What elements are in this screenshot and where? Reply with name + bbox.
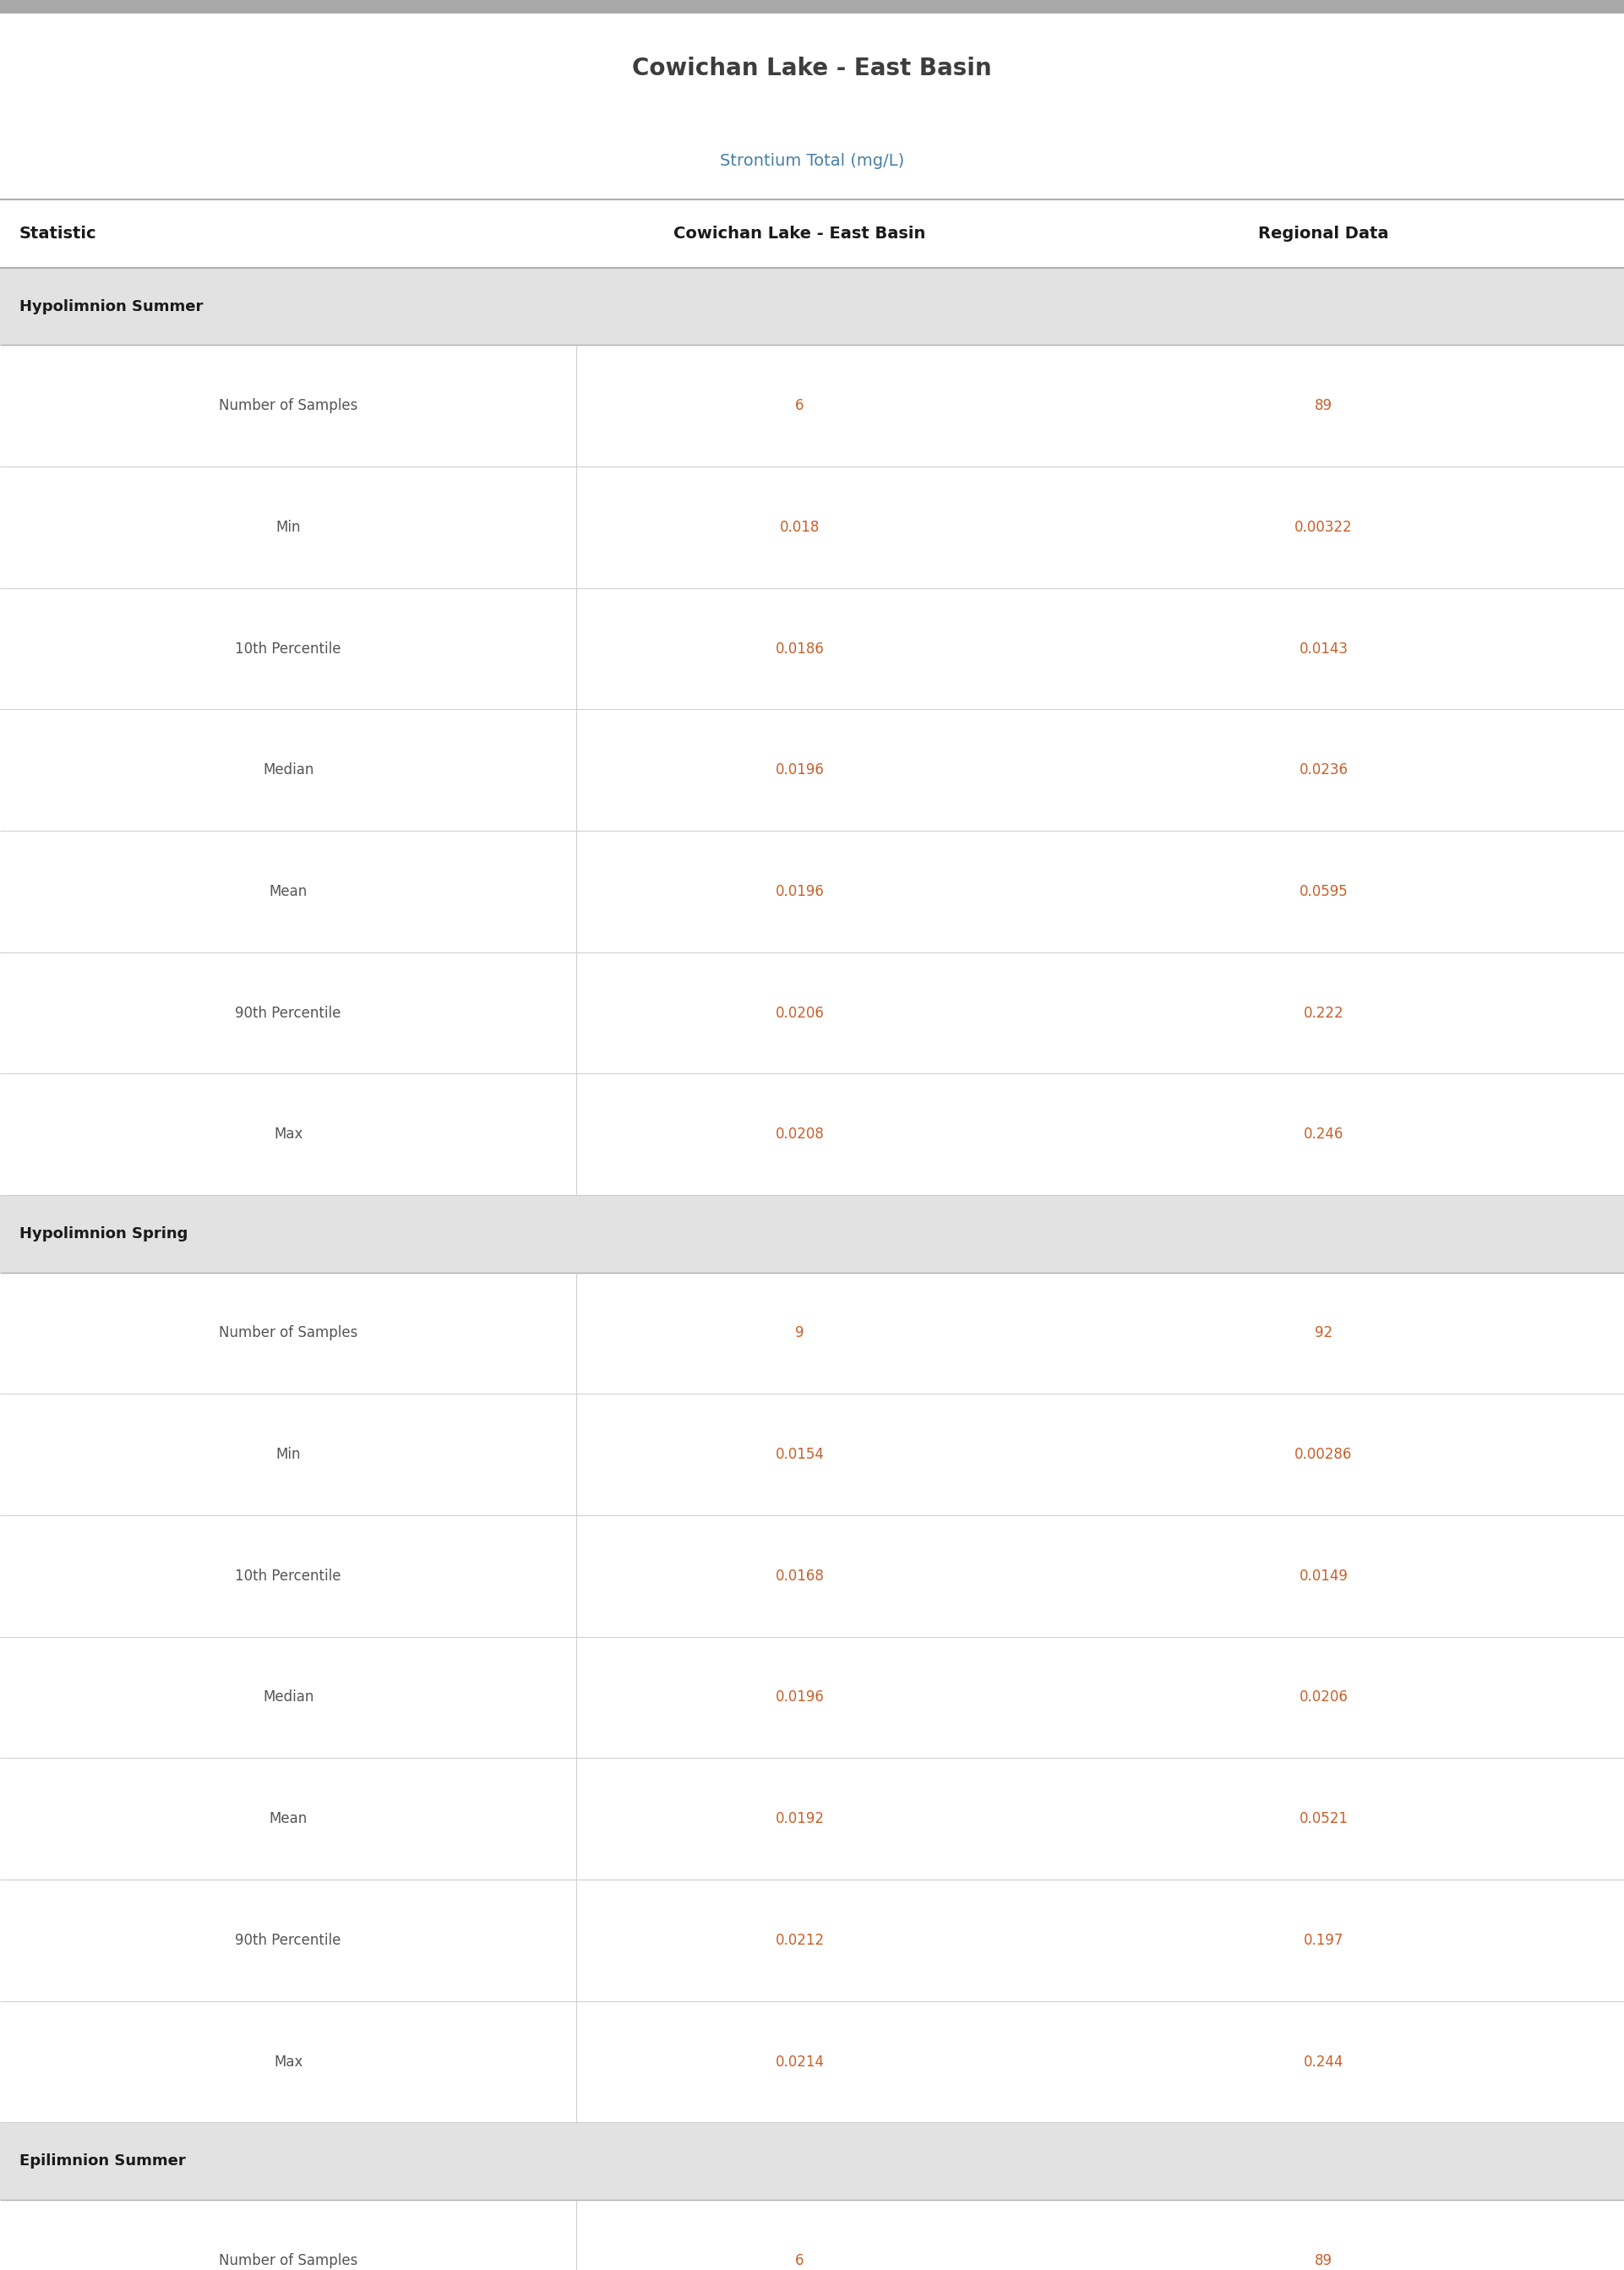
Text: Regional Data: Regional Data bbox=[1259, 225, 1389, 243]
Bar bbox=[0, 2122, 1624, 2200]
Bar bbox=[0, 1880, 1624, 2002]
Bar bbox=[0, 953, 1624, 1074]
Text: 0.0196: 0.0196 bbox=[775, 883, 825, 899]
Text: 0.0206: 0.0206 bbox=[775, 1006, 825, 1021]
Text: 0.0186: 0.0186 bbox=[775, 640, 825, 656]
Text: 0.0196: 0.0196 bbox=[775, 1689, 825, 1705]
Text: 0.0168: 0.0168 bbox=[775, 1569, 825, 1584]
Text: 10th Percentile: 10th Percentile bbox=[235, 640, 341, 656]
Text: Hypolimnion Spring: Hypolimnion Spring bbox=[19, 1226, 188, 1242]
Text: 0.0192: 0.0192 bbox=[775, 1811, 825, 1827]
Bar bbox=[0, 1637, 1624, 1759]
Text: Cowichan Lake - East Basin: Cowichan Lake - East Basin bbox=[674, 225, 926, 243]
Text: 0.246: 0.246 bbox=[1304, 1126, 1343, 1142]
Text: 0.0214: 0.0214 bbox=[775, 2054, 825, 2070]
Text: Cowichan Lake - East Basin: Cowichan Lake - East Basin bbox=[632, 57, 992, 79]
Text: 0.00286: 0.00286 bbox=[1294, 1446, 1353, 1462]
Text: 92: 92 bbox=[1315, 1326, 1332, 1342]
Text: Min: Min bbox=[276, 1446, 300, 1462]
Text: 0.0143: 0.0143 bbox=[1299, 640, 1348, 656]
Text: Mean: Mean bbox=[270, 1811, 307, 1827]
Bar bbox=[0, 1759, 1624, 1880]
Bar bbox=[0, 588, 1624, 711]
Bar bbox=[0, 1196, 1624, 1273]
Bar bbox=[0, 200, 1624, 268]
Bar bbox=[0, 268, 1624, 345]
Text: 0.018: 0.018 bbox=[780, 520, 820, 536]
Text: Epilimnion Summer: Epilimnion Summer bbox=[19, 2154, 185, 2168]
Bar bbox=[0, 2200, 1624, 2270]
Bar bbox=[0, 468, 1624, 588]
Bar bbox=[0, 831, 1624, 953]
Text: Median: Median bbox=[263, 1689, 313, 1705]
Text: Number of Samples: Number of Samples bbox=[219, 2252, 357, 2268]
Bar bbox=[0, 0, 1624, 14]
Text: 0.197: 0.197 bbox=[1304, 1932, 1343, 1948]
Bar bbox=[0, 1394, 1624, 1516]
Bar bbox=[0, 1074, 1624, 1196]
Text: Mean: Mean bbox=[270, 883, 307, 899]
Bar bbox=[0, 345, 1624, 468]
Bar bbox=[0, 1516, 1624, 1637]
Text: 0.0206: 0.0206 bbox=[1299, 1689, 1348, 1705]
Text: 0.0149: 0.0149 bbox=[1299, 1569, 1348, 1584]
Text: Number of Samples: Number of Samples bbox=[219, 1326, 357, 1342]
Text: Strontium Total (mg/L): Strontium Total (mg/L) bbox=[719, 152, 905, 170]
Text: 6: 6 bbox=[796, 397, 804, 413]
Text: 0.0208: 0.0208 bbox=[775, 1126, 825, 1142]
Text: 0.244: 0.244 bbox=[1304, 2054, 1343, 2070]
Text: Number of Samples: Number of Samples bbox=[219, 397, 357, 413]
Bar bbox=[0, 711, 1624, 831]
Text: 0.0595: 0.0595 bbox=[1299, 883, 1348, 899]
Bar bbox=[0, 123, 1624, 200]
Text: 0.0236: 0.0236 bbox=[1299, 763, 1348, 779]
Bar bbox=[0, 1271, 1624, 1394]
Text: 9: 9 bbox=[796, 1326, 804, 1342]
Text: 89: 89 bbox=[1315, 397, 1332, 413]
Text: Median: Median bbox=[263, 763, 313, 779]
Text: Hypolimnion Summer: Hypolimnion Summer bbox=[19, 300, 203, 313]
Text: Min: Min bbox=[276, 520, 300, 536]
Bar bbox=[0, 2002, 1624, 2122]
Text: 89: 89 bbox=[1315, 2252, 1332, 2268]
Text: 0.0196: 0.0196 bbox=[775, 763, 825, 779]
Text: 0.00322: 0.00322 bbox=[1294, 520, 1353, 536]
Text: 0.0212: 0.0212 bbox=[775, 1932, 825, 1948]
Text: 6: 6 bbox=[796, 2252, 804, 2268]
Text: 90th Percentile: 90th Percentile bbox=[235, 1932, 341, 1948]
Bar bbox=[0, 14, 1624, 123]
Text: 0.222: 0.222 bbox=[1304, 1006, 1343, 1021]
Text: Max: Max bbox=[274, 2054, 302, 2070]
Text: 0.0521: 0.0521 bbox=[1299, 1811, 1348, 1827]
Text: Max: Max bbox=[274, 1126, 302, 1142]
Text: 10th Percentile: 10th Percentile bbox=[235, 1569, 341, 1584]
Text: 90th Percentile: 90th Percentile bbox=[235, 1006, 341, 1021]
Text: 0.0154: 0.0154 bbox=[775, 1446, 825, 1462]
Text: Statistic: Statistic bbox=[19, 225, 97, 243]
